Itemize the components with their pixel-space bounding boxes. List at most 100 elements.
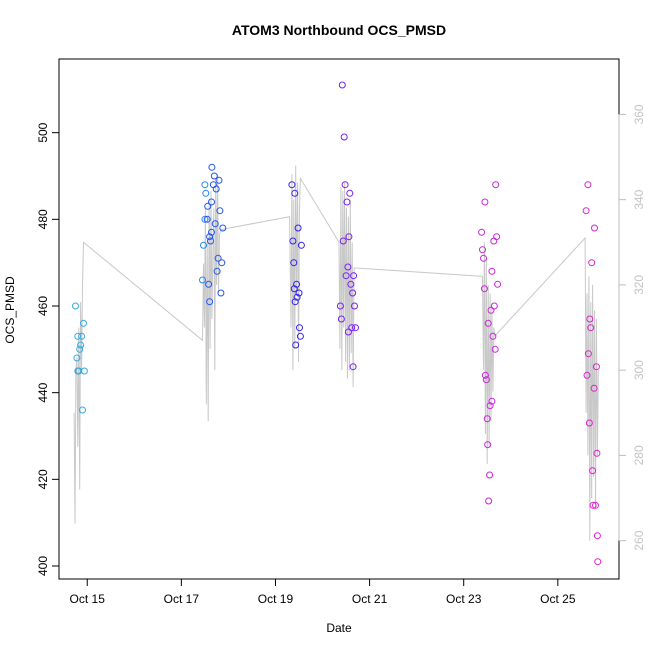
- data-point: [212, 185, 220, 193]
- data-point: [488, 267, 496, 275]
- data-point: [593, 449, 601, 457]
- x-axis-label: Date: [326, 621, 352, 635]
- data-point: [481, 371, 489, 379]
- data-point: [288, 181, 296, 189]
- data-point: [494, 280, 502, 288]
- data-point: [202, 189, 210, 197]
- data-point: [483, 415, 491, 423]
- data-point: [210, 172, 218, 180]
- data-point: [208, 163, 216, 171]
- data-point: [211, 220, 219, 228]
- data-point: [485, 497, 493, 505]
- data-point: [339, 237, 347, 245]
- data-point: [296, 324, 303, 332]
- data-point: [293, 280, 301, 288]
- x-tick-label: Oct 25: [540, 592, 576, 606]
- y-tick-label: 500: [36, 122, 50, 142]
- data-point: [291, 298, 299, 306]
- data-point: [592, 363, 600, 371]
- plot-frame: [58, 58, 620, 580]
- y-tick-label: 480: [36, 209, 50, 229]
- data-point: [593, 532, 601, 540]
- x-axis: Oct 15 Oct 17 Oct 19 Oct 21 Oct 23 Oct 25: [70, 578, 576, 606]
- data-point: [592, 501, 599, 509]
- data-point: [336, 302, 344, 310]
- y2-tick-label: 280: [632, 445, 646, 465]
- data-point: [343, 198, 351, 206]
- data-point: [493, 233, 501, 241]
- data-point: [478, 228, 486, 236]
- data-point: [484, 319, 492, 327]
- data-point: [79, 406, 86, 414]
- data-point: [349, 363, 357, 371]
- data-point: [587, 324, 595, 332]
- data-point: [201, 215, 209, 223]
- data-point: [582, 207, 590, 215]
- data-point: [584, 181, 592, 189]
- y-axis-right: 260 280 300 320 340 360: [618, 104, 646, 551]
- data-point: [347, 280, 355, 288]
- data-point: [293, 293, 301, 301]
- data-point: [589, 467, 597, 475]
- data-point: [296, 332, 304, 340]
- data-point: [73, 354, 81, 362]
- series-line: [73, 165, 599, 541]
- data-point: [219, 224, 227, 232]
- y-tick-label: 400: [36, 556, 50, 576]
- data-point: [201, 181, 209, 189]
- data-point: [484, 441, 492, 449]
- y2-tick-label: 320: [632, 275, 646, 295]
- data-point: [490, 302, 498, 310]
- y2-tick-label: 360: [632, 104, 646, 124]
- data-point: [345, 233, 353, 241]
- y2-tick-label: 300: [632, 360, 646, 380]
- data-point: [78, 332, 86, 340]
- y-tick-label: 420: [36, 469, 50, 489]
- y2-tick-label: 340: [632, 189, 646, 209]
- data-point: [291, 189, 299, 197]
- data-point: [342, 272, 350, 280]
- data-point: [206, 233, 214, 241]
- data-point: [294, 224, 302, 232]
- data-point: [489, 332, 497, 340]
- data-point: [200, 241, 207, 249]
- data-point: [290, 259, 298, 267]
- data-point: [350, 272, 358, 280]
- data-point: [199, 276, 206, 284]
- data-point: [218, 259, 226, 267]
- x-tick-label: Oct 15: [70, 592, 106, 606]
- y-tick-label: 460: [36, 296, 50, 316]
- data-point: [487, 306, 495, 314]
- data-point: [486, 471, 494, 479]
- data-point: [351, 302, 358, 310]
- y-axis-label: OCS_PMSD: [3, 276, 17, 344]
- data-point: [590, 384, 598, 392]
- data-point: [352, 324, 359, 332]
- data-point: [80, 319, 87, 327]
- data-point: [337, 315, 345, 323]
- data-point: [295, 289, 303, 297]
- data-point: [292, 341, 300, 349]
- y2-tick-label: 260: [632, 530, 646, 550]
- x-tick-label: Oct 19: [258, 592, 294, 606]
- data-point: [492, 181, 500, 189]
- data-point: [486, 402, 494, 410]
- data-point: [204, 202, 212, 210]
- x-tick-label: Oct 21: [352, 592, 388, 606]
- data-point: [482, 376, 490, 384]
- data-point: [589, 501, 597, 509]
- data-point: [491, 345, 499, 353]
- data-point: [348, 324, 356, 332]
- data-point: [490, 237, 498, 245]
- data-point: [207, 237, 214, 245]
- data-point: [80, 367, 88, 375]
- data-point: [213, 267, 221, 275]
- y-tick-label: 440: [36, 382, 50, 402]
- chart-title: ATOM3 Northbound OCS_PMSD: [232, 22, 446, 38]
- data-point: [208, 228, 215, 236]
- data-point: [588, 259, 596, 267]
- data-point: [586, 315, 594, 323]
- data-point: [208, 198, 215, 206]
- data-point: [583, 371, 591, 379]
- data-point: [341, 181, 349, 189]
